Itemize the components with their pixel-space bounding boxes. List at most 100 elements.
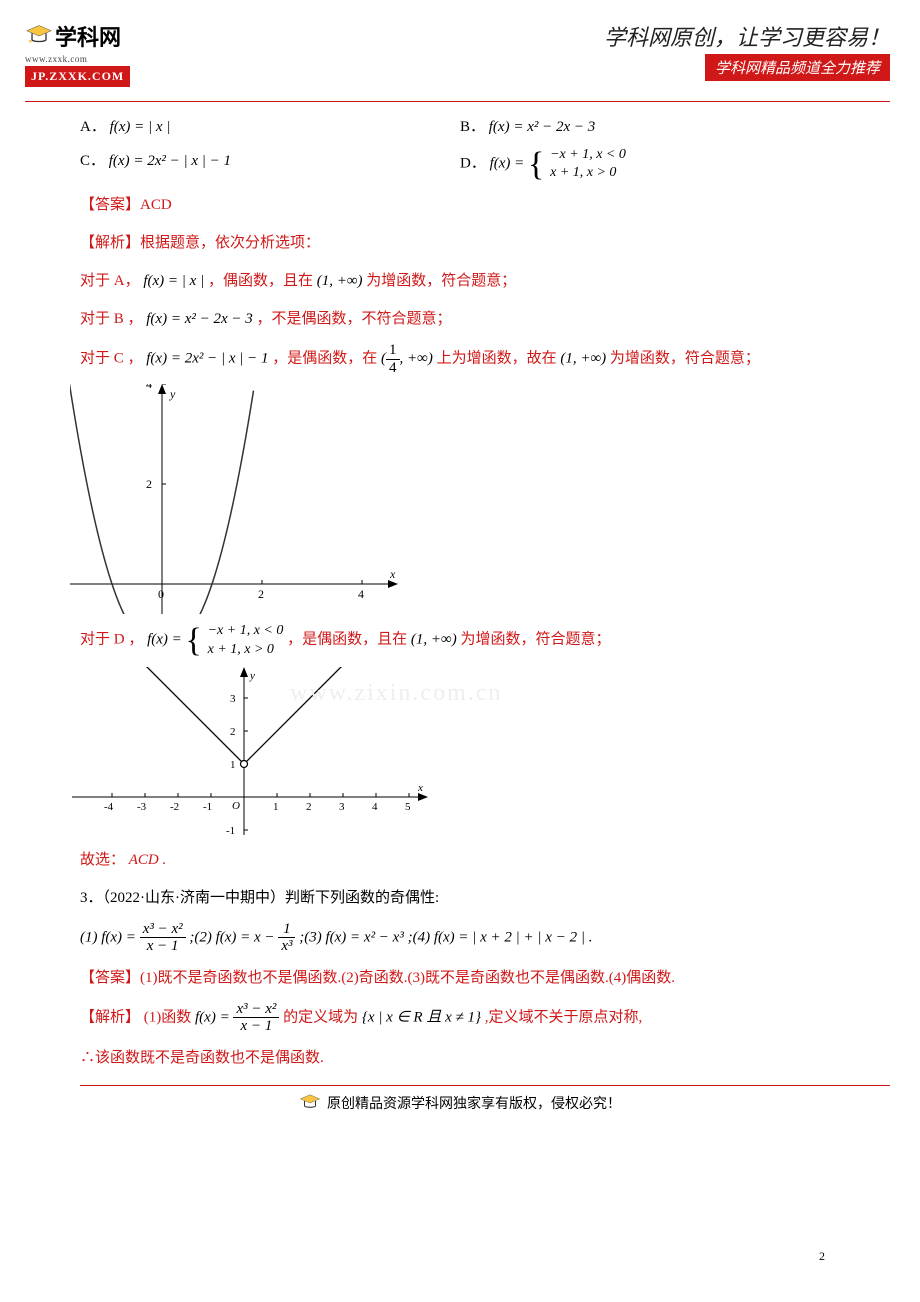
analysis-c-frac-den: 4 [386, 360, 400, 377]
svg-text:3: 3 [339, 801, 345, 813]
option-c-body: f(x) = 2x² − | x | − 1 [109, 153, 231, 169]
logo-text: 学科网 [55, 20, 121, 52]
analysis-b-p3: ，不是偶函数，不符合题意； [257, 311, 452, 327]
svg-text:2: 2 [306, 801, 312, 813]
q3-analysis-p4: {x | x ∈ R 且 x ≠ 1} [362, 1009, 481, 1025]
logo-url: www.zxxk.com [25, 54, 130, 64]
q3-sub1: (1) f(x) = [80, 929, 140, 945]
promo-cursive: 学科网原创，让学习更容易！ [604, 20, 890, 52]
analysis-b: 对于 B ， f(x) = x² − 2x − 3 ，不是偶函数，不符合题意； [80, 304, 840, 334]
q3-analysis: 【解析】 (1)函数 f(x) = x³ − x²x − 1 的定义域为 {x … [80, 1001, 840, 1035]
q3-analysis-frac-den: x − 1 [233, 1018, 279, 1035]
q3-sub3: ;(3) f(x) = x² − x³ ;(4) f(x) = | x + 2 … [299, 929, 592, 945]
svg-text:4: 4 [146, 384, 152, 391]
svg-text:y: y [249, 670, 255, 682]
svg-text:-1: -1 [203, 801, 212, 813]
analysis-a-p5: 为增函数，符合题意； [366, 273, 516, 289]
q3-frac1-den: x − 1 [140, 938, 186, 955]
analysis-d-line2: x + 1, x > 0 [208, 641, 284, 659]
left-brace-icon: { [528, 151, 544, 178]
option-d: D． f(x) = { −x + 1, x < 0 x + 1, x > 0 [460, 146, 840, 182]
q3-sub2: ;(2) f(x) = x − [189, 929, 278, 945]
left-brace-icon: { [186, 627, 202, 654]
svg-text:5: 5 [405, 801, 411, 813]
graph-v-shape: xyO-4-3-2-112345-1123 [70, 667, 430, 837]
analysis-b-p1: 对于 B ， [80, 311, 143, 327]
option-a-body: f(x) = | x | [110, 119, 171, 135]
analysis-d-line1: −x + 1, x < 0 [208, 622, 284, 640]
option-d-piecewise: { −x + 1, x < 0 x + 1, x > 0 [528, 146, 626, 182]
analysis-c-frac-after: , +∞) [400, 351, 433, 367]
svg-text:-2: -2 [170, 801, 179, 813]
option-d-line1: −x + 1, x < 0 [550, 146, 626, 164]
analysis-d-p5: 为增函数，符合题意； [460, 632, 610, 648]
conclusion-p1: 故选： [80, 852, 125, 868]
svg-text:4: 4 [372, 801, 378, 813]
option-b: B． f(x) = x² − 2x − 3 [460, 112, 840, 142]
analysis-c-p5: 上为增函数，故在 [437, 351, 557, 367]
analysis-a-p3: ，偶函数，且在 [208, 273, 313, 289]
q3-analysis-frac-num: x³ − x² [233, 1001, 279, 1019]
q3-answer: 【答案】(1)既不是奇函数也不是偶函数.(2)奇函数.(3)既不是奇函数也不是偶… [80, 963, 840, 993]
graduation-cap-icon [25, 22, 53, 50]
analysis-a-p1: 对于 A， [80, 273, 140, 289]
option-a: A． f(x) = | x | [80, 112, 460, 142]
logo-main: 学科网 [25, 20, 130, 52]
q3-frac1-num: x³ − x² [140, 921, 186, 939]
analysis-body: 根据题意，依次分析选项： [140, 235, 320, 251]
promo-bar: 学科网精品频道全力推荐 [705, 54, 890, 81]
analysis-c: 对于 C ， f(x) = 2x² − | x | − 1 ，是偶函数，在 (1… [80, 342, 840, 376]
page-number: 2 [819, 1249, 825, 1264]
analysis-c-p6: (1, +∞) [560, 351, 606, 367]
q3-answer-body: (1)既不是奇函数也不是偶函数.(2)奇函数.(3)既不是奇函数也不是偶函数.(… [140, 970, 675, 986]
svg-text:1: 1 [273, 801, 279, 813]
analysis-d: 对于 D ， f(x) = { −x + 1, x < 0 x + 1, x >… [80, 622, 840, 658]
svg-text:x: x [417, 782, 423, 794]
svg-text:2: 2 [146, 477, 152, 491]
analysis-c-p1: 对于 C ， [80, 351, 143, 367]
svg-text:-3: -3 [137, 801, 147, 813]
analysis-d-p1: 对于 D ， [80, 632, 143, 648]
conclusion: 故选： ACD . [80, 845, 840, 875]
svg-text:-4: -4 [104, 801, 114, 813]
analysis-a: 对于 A， f(x) = | x | ，偶函数，且在 (1, +∞) 为增函数，… [80, 266, 840, 296]
option-b-label: B． [460, 119, 485, 135]
analysis-d-p3: ，是偶函数，且在 [287, 632, 407, 648]
option-a-label: A． [80, 119, 106, 135]
options-row-2: C． f(x) = 2x² − | x | − 1 D． f(x) = { −x… [80, 146, 840, 182]
graduation-cap-icon [299, 1092, 321, 1114]
analysis-d-p4: (1, +∞) [411, 632, 457, 648]
q3-conclude: ∴该函数既不是奇函数也不是偶函数. [80, 1043, 840, 1073]
svg-text:4: 4 [358, 587, 364, 601]
answer-body: ACD [140, 197, 172, 213]
analysis-d-p2: f(x) = [147, 632, 185, 648]
option-c-label: C． [80, 153, 105, 169]
q3-analysis-p1: (1)函数 [144, 1009, 192, 1025]
svg-text:1: 1 [230, 759, 236, 771]
svg-text:2: 2 [230, 726, 236, 738]
logo-block: 学科网 www.zxxk.com JP.ZXXK.COM [25, 20, 130, 87]
page-header: 学科网 www.zxxk.com JP.ZXXK.COM 学科网原创，让学习更容… [0, 0, 920, 97]
q3-analysis-p5: ,定义域不关于原点对称, [485, 1009, 643, 1025]
svg-text:0: 0 [158, 587, 164, 601]
analysis-c-p7: 为增函数，符合题意； [610, 351, 760, 367]
q3-answer-prefix: 【答案】 [80, 970, 140, 986]
analysis-c-p2: f(x) = 2x² − | x | − 1 [146, 351, 268, 367]
options-row-1: A． f(x) = | x | B． f(x) = x² − 2x − 3 [80, 112, 840, 142]
analysis-c-p3: ，是偶函数，在 [272, 351, 377, 367]
svg-text:2: 2 [258, 587, 264, 601]
question-3-head: 3．（2022·山东·济南一中期中）判断下列函数的奇偶性: [80, 883, 840, 913]
footer-text: 原创精品资源学科网独家享有版权，侵权必究！ [327, 1093, 621, 1113]
option-d-label: D． [460, 156, 486, 172]
analysis-header: 【解析】根据题意，依次分析选项： [80, 228, 840, 258]
option-d-line2: x + 1, x > 0 [550, 164, 626, 182]
analysis-a-p4: (1, +∞) [317, 273, 363, 289]
q3-analysis-p3: 的定义域为 [283, 1009, 358, 1025]
svg-text:O: O [232, 800, 240, 812]
promo-block: 学科网原创，让学习更容易！ 学科网精品频道全力推荐 [604, 20, 890, 81]
question-3-subparts: (1) f(x) = x³ − x²x − 1 ;(2) f(x) = x − … [80, 921, 840, 955]
graph-parabola: xy-202424 [70, 384, 400, 614]
q3-analysis-p2: f(x) = [195, 1009, 233, 1025]
svg-text:-1: -1 [226, 825, 235, 837]
conclusion-p2: ACD . [129, 852, 167, 868]
